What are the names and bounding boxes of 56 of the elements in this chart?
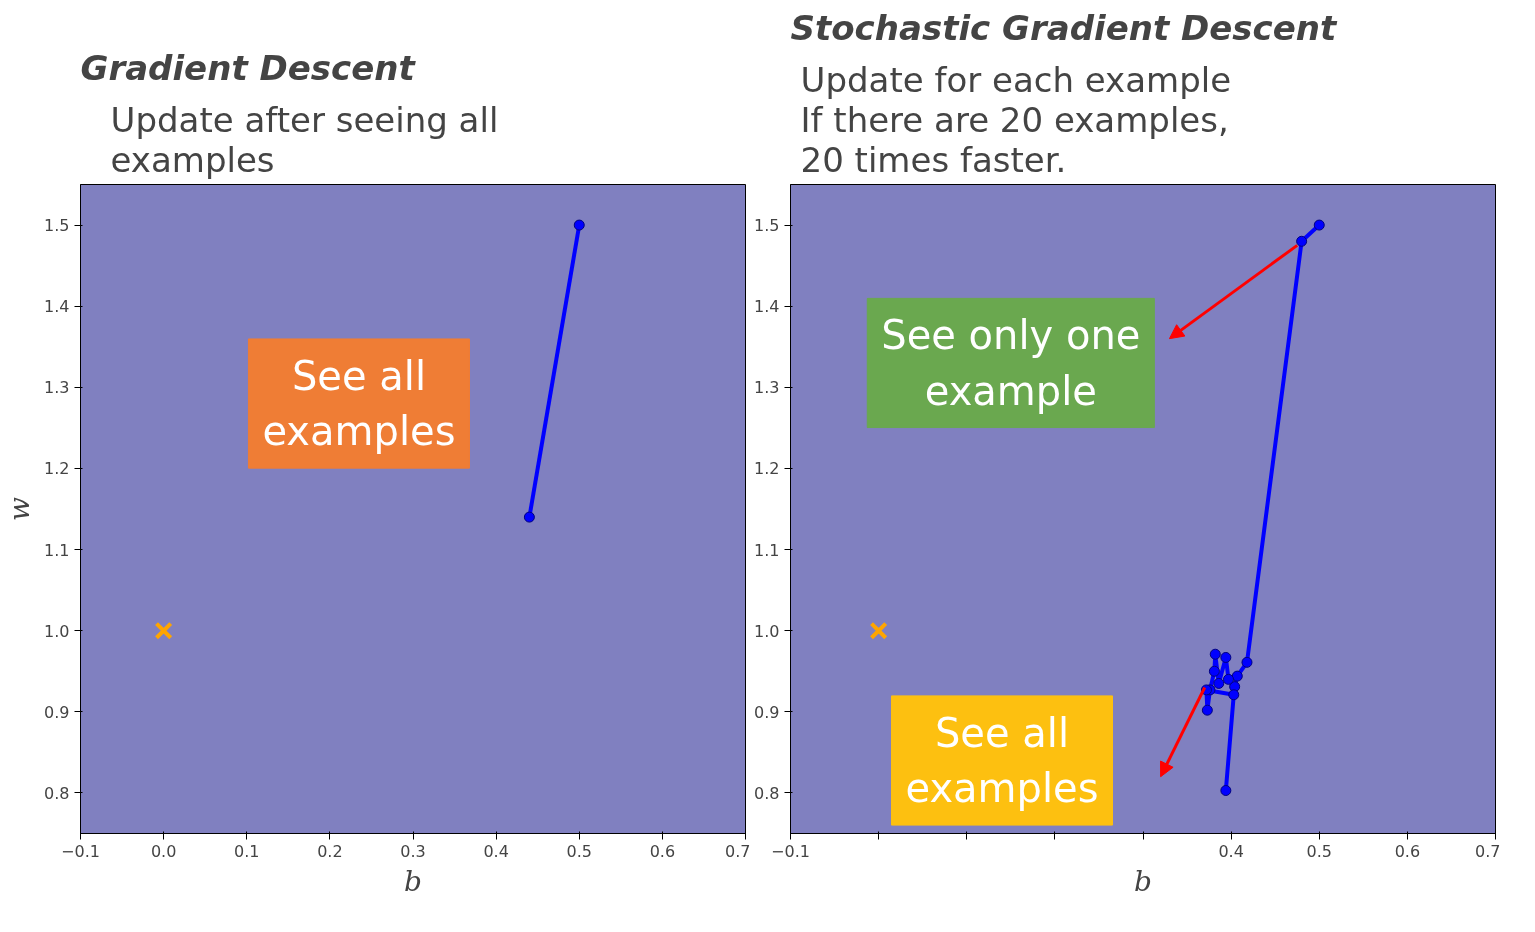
annotation: See all examples [905,709,1099,812]
x-tick-label: 0.3 [400,841,426,861]
x-axis-title: b [1134,864,1152,898]
y-tick-label: 1.2 [44,459,70,479]
y-tick-label: 0.8 [754,783,780,803]
y-tick-label: 1.3 [754,378,780,398]
x-tick-label: 0.2 [317,841,343,861]
y-tick-label: 1.4 [44,297,70,317]
x-tick-label: 0.7 [725,841,751,861]
y-tick-label: 1.5 [44,216,70,236]
annotation: See all examples [262,352,456,455]
x-tick-label: 0.7 [1475,841,1501,861]
point [573,219,585,231]
point [523,511,535,523]
chart-subtitle: Update for each example If there are 20 examples, 20 times faster. [800,59,1232,180]
x-tick-label: −0.1 [61,841,100,861]
point [154,621,173,640]
x-tick-label: 0.4 [1218,841,1244,861]
point [1241,656,1253,668]
point [1228,689,1240,701]
y-tick-label: 1.4 [754,297,780,317]
point [1220,785,1232,796]
point [869,621,888,640]
chart-title: Stochastic Gradient Descent [790,7,1338,48]
chart-title: Gradient Descent [80,47,417,88]
x-tick-label: 0.0 [150,841,177,861]
y-tick-label: 1.2 [754,459,780,479]
y-axis-title: w [3,496,37,521]
point [1201,704,1213,716]
point [1220,651,1232,663]
y-tick-label: 1.0 [44,621,70,641]
point [1222,673,1234,685]
chart-subtitle: Update after seeing all examples [110,99,499,180]
x-axis-title: b [404,864,422,898]
y-tick-label: 1.0 [754,621,780,641]
y-tick-label: 1.1 [44,540,70,560]
point [1208,665,1220,677]
point [1213,677,1225,689]
point [1313,219,1325,231]
x-tick-label: 0.4 [483,841,509,861]
y-tick-label: 0.9 [754,702,780,722]
y-tick-label: 0.9 [44,702,70,722]
y-tick-label: 0.8 [44,783,70,803]
x-tick-label: 0.5 [1306,841,1332,861]
x-tick-label: 0.6 [1394,841,1421,861]
y-tick-label: 1.5 [754,216,780,236]
x-tick-label: 0.5 [566,841,592,861]
x-tick-label: −0.1 [771,841,810,861]
y-tick-label: 1.3 [44,378,70,398]
y-tick-label: 1.1 [754,540,780,560]
annotation: See only one example [881,312,1141,414]
x-tick-label: 0.1 [234,841,260,861]
point [1296,235,1308,247]
point [1209,648,1221,660]
x-tick-label: 0.6 [649,841,676,861]
point [1231,670,1243,682]
